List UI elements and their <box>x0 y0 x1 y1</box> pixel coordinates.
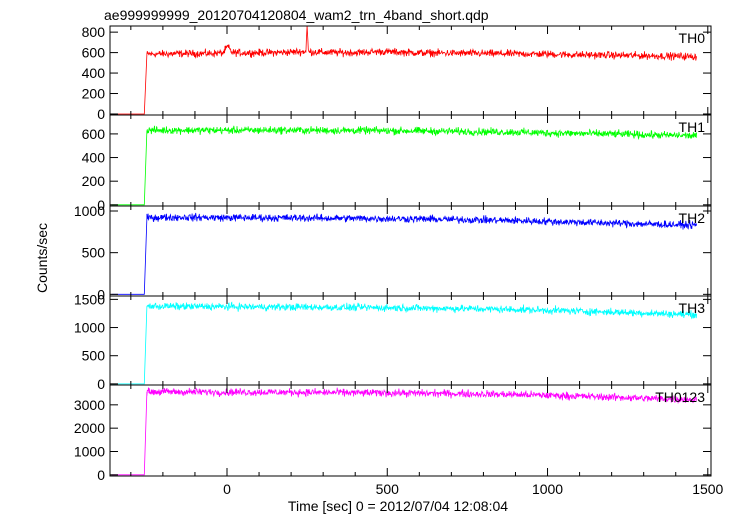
panel-frame <box>109 384 712 477</box>
panels-group: 0 200 400 600 800 TH0 0 200 400 600 TH1 0 500 1000 TH2… <box>74 24 724 497</box>
series-line-th0 <box>111 25 697 115</box>
panel-th1: 0 200 400 600 TH1 <box>82 114 712 213</box>
y-tick-label: 200 <box>82 173 106 189</box>
y-tick-label: 0 <box>97 286 105 302</box>
y-tick-label: 1000 <box>74 203 105 219</box>
y-axis-label: Counts/sec <box>34 223 50 293</box>
y-tick-label: 3000 <box>74 397 105 413</box>
y-tick-label: 200 <box>82 86 106 102</box>
x-tick-label: 0 <box>223 481 231 497</box>
y-tick-label: 0 <box>97 376 105 392</box>
series-line-th1 <box>111 125 697 206</box>
y-tick-label: 0 <box>97 106 105 122</box>
panel-label-th2: TH2 <box>679 210 706 226</box>
panel-label-th3: TH3 <box>679 300 706 316</box>
x-tick-label: 1000 <box>532 481 563 497</box>
x-axis-label: Time [sec] 0 = 2012/07/04 12:08:04 <box>288 498 508 514</box>
panel-label-th1: TH1 <box>679 119 706 135</box>
panel-th0: 0 200 400 600 800 TH0 <box>82 24 712 122</box>
panel-th3: 0 500 1000 1500 TH3 <box>74 291 712 392</box>
y-tick-label: 1000 <box>74 320 105 336</box>
x-tick-label: 1500 <box>692 481 723 497</box>
series-line-th2 <box>111 212 697 295</box>
y-tick-label: 500 <box>82 245 106 261</box>
chart-title: ae999999999_20120704120804_wam2_trn_4ban… <box>104 7 489 23</box>
panel-label-th0: TH0 <box>679 30 706 46</box>
panel-label-th0123: TH0123 <box>655 389 705 405</box>
panel-th2: 0 500 1000 TH2 <box>74 203 712 302</box>
y-tick-label: 1000 <box>74 444 105 460</box>
y-tick-label: 600 <box>82 45 106 61</box>
x-tick-label: 500 <box>376 481 400 497</box>
y-tick-label: 400 <box>82 150 106 166</box>
y-tick-label: 1500 <box>74 291 105 307</box>
series-line-th3 <box>111 301 697 385</box>
y-tick-label: 0 <box>97 197 105 213</box>
y-tick-label: 500 <box>82 348 106 364</box>
y-tick-label: 2000 <box>74 420 105 436</box>
y-tick-label: 800 <box>82 24 106 40</box>
panel-frame <box>109 25 712 116</box>
y-tick-label: 400 <box>82 65 106 81</box>
y-tick-label: 600 <box>82 126 106 142</box>
panel-frame <box>109 114 712 207</box>
panel-th0123: 0 1000 2000 3000 TH0123 <box>74 384 712 483</box>
y-tick-label: 0 <box>97 467 105 483</box>
series-line-th0123 <box>111 387 697 476</box>
